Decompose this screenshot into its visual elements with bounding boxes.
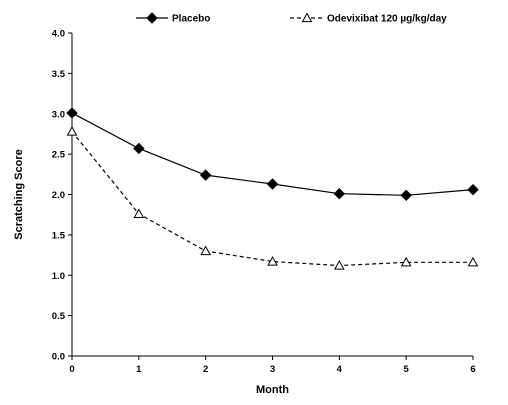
legend-label: Placebo xyxy=(172,14,210,25)
y-tick-label: 2.5 xyxy=(52,150,66,161)
legend: Placebo Odevixibat 120 µg/kg/day xyxy=(136,12,447,25)
y-tick-label: 1.0 xyxy=(52,271,65,282)
y-tick-label: 4.0 xyxy=(52,29,65,40)
legend-item: Odevixibat 120 µg/kg/day xyxy=(290,12,447,25)
series-line xyxy=(71,131,473,267)
data-point xyxy=(66,107,78,119)
x-tick-label: 5 xyxy=(404,364,410,375)
legend-label: Odevixibat 120 µg/kg/day xyxy=(327,14,447,25)
x-tick-label: 4 xyxy=(337,364,343,375)
legend-marker xyxy=(146,12,158,24)
y-tick-label: 2.0 xyxy=(52,190,65,201)
y-axis-label: Scratching Score xyxy=(13,149,25,239)
y-tick-label: 3.0 xyxy=(52,109,65,120)
y-tick-label: 0.0 xyxy=(52,352,65,363)
x-tick-label: 2 xyxy=(203,364,208,375)
data-point xyxy=(467,256,479,267)
data-point xyxy=(133,142,145,155)
legend-item: Placebo xyxy=(136,12,210,25)
x-axis-label: Month xyxy=(256,384,289,396)
y-tick-label: 3.5 xyxy=(52,69,66,80)
x-tick-label: 1 xyxy=(136,364,142,375)
data-point xyxy=(133,208,145,218)
y-tick-label: 0.5 xyxy=(52,311,66,322)
data-point xyxy=(266,178,279,190)
data-point xyxy=(333,260,345,270)
y-tick-label: 1.5 xyxy=(52,230,66,241)
ticks: 0.0 0.5 1.0 1.5 2.0 2.5 3.0 3.5 4.0 0 1 2 3 4 5 6 xyxy=(52,29,476,376)
x-tick-label: 3 xyxy=(270,364,275,375)
series xyxy=(66,107,479,270)
legend-marker xyxy=(301,12,313,23)
series-odevixibat xyxy=(66,125,479,270)
data-point xyxy=(333,187,346,200)
x-tick-label: 6 xyxy=(470,364,475,375)
data-point xyxy=(467,183,479,196)
data-point xyxy=(66,125,78,136)
data-point xyxy=(267,255,278,266)
data-point xyxy=(400,189,412,202)
data-point xyxy=(400,256,412,267)
series-placebo xyxy=(66,107,479,202)
data-point xyxy=(199,169,212,181)
x-tick-label: 0 xyxy=(69,364,74,375)
data-point xyxy=(200,245,212,256)
